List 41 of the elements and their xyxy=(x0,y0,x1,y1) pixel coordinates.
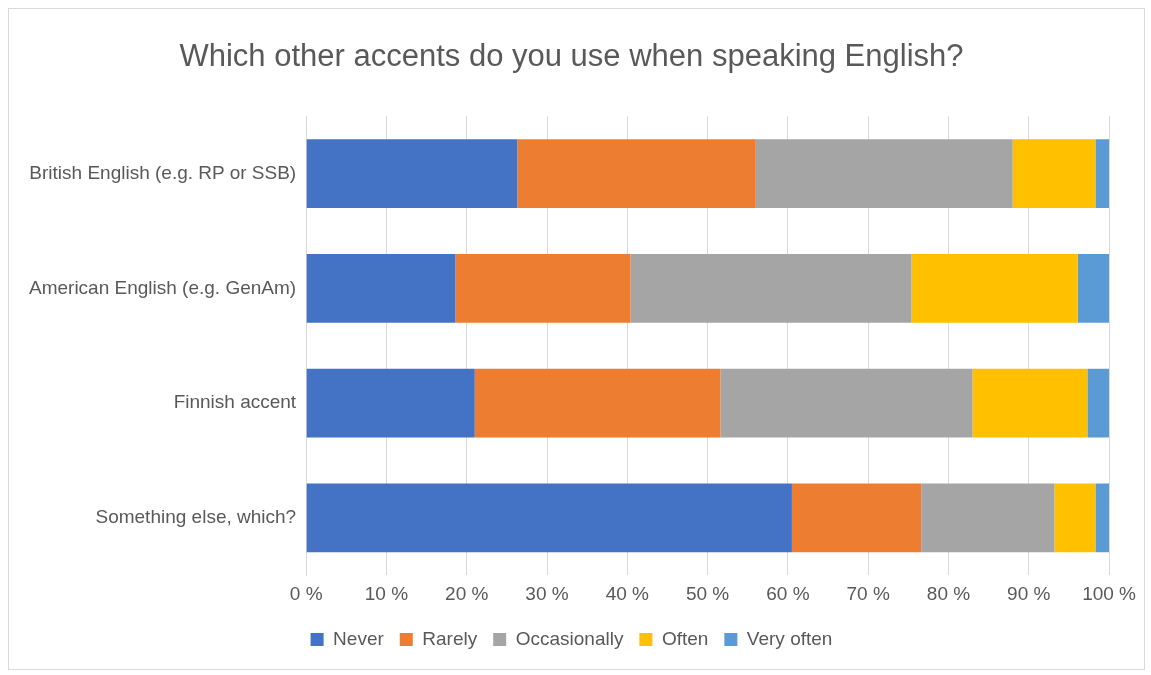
bar xyxy=(306,368,475,438)
bar xyxy=(1054,483,1096,553)
x-tick-label: 60 % xyxy=(766,582,810,604)
bar xyxy=(630,253,912,323)
x-tick-label: 30 % xyxy=(525,582,569,604)
legend-label: Very often xyxy=(746,627,833,649)
x-tick-label: 50 % xyxy=(685,582,730,604)
y-tick-label: American English (e.g. GenAm) xyxy=(28,276,297,298)
bar xyxy=(1095,139,1110,208)
x-tick-label: 70 % xyxy=(846,582,890,604)
bar xyxy=(791,483,922,553)
bar xyxy=(755,139,1013,208)
legend-label: Rarely xyxy=(422,627,478,649)
bar xyxy=(720,368,973,438)
x-tick-label: 40 % xyxy=(605,582,650,604)
bar xyxy=(306,139,518,208)
x-tick-label: 100 % xyxy=(1082,582,1137,604)
bar xyxy=(1087,368,1110,438)
bar xyxy=(306,483,792,553)
bar xyxy=(972,368,1088,438)
legend-label: Never xyxy=(333,627,385,649)
x-tick-label: 90 % xyxy=(1007,582,1051,604)
y-tick-label: Something else, which? xyxy=(95,506,297,528)
x-tick-label: 80 % xyxy=(926,582,971,604)
bar xyxy=(474,368,721,438)
x-tick-label: 10 % xyxy=(364,582,409,604)
bar xyxy=(1077,253,1110,323)
chart-title: Which other accents do you use when speaking English? xyxy=(179,38,964,74)
bar xyxy=(455,253,631,323)
x-tick-label: 0 % xyxy=(289,582,323,604)
y-tick-label: British English (e.g. RP or SSB) xyxy=(29,161,297,183)
legend-label: Occasionally xyxy=(515,627,624,649)
bar xyxy=(921,483,1055,553)
bar xyxy=(911,253,1078,323)
bar xyxy=(1012,139,1096,208)
bar xyxy=(517,139,756,208)
x-tick-label: 20 % xyxy=(445,582,489,604)
bar xyxy=(306,253,456,323)
legend-label: Often xyxy=(661,627,709,649)
bar xyxy=(1095,483,1110,553)
y-tick-label: Finnish accent xyxy=(173,391,297,413)
